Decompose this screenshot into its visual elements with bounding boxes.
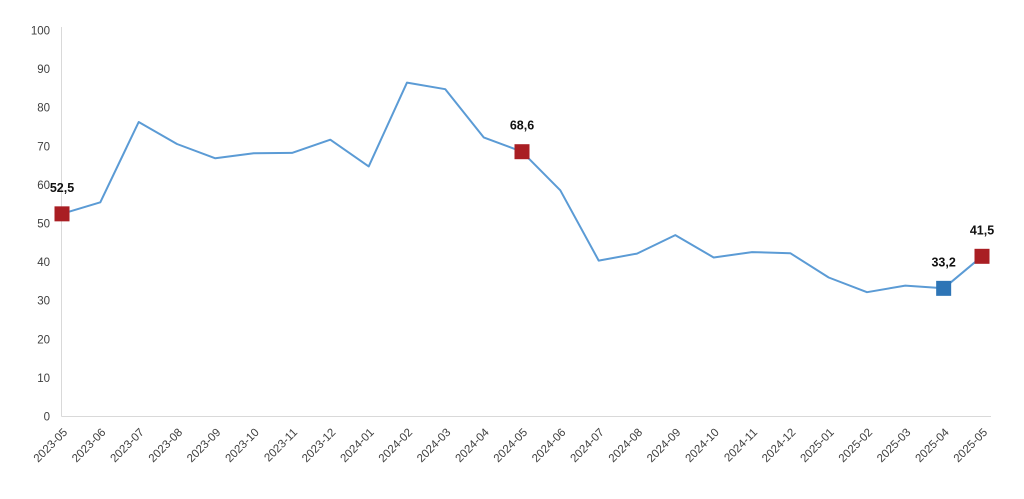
x-tick-label: 2024-09 [645, 427, 683, 465]
x-tick-label: 2024-10 [683, 427, 721, 465]
y-tick-label: 0 [44, 412, 50, 424]
x-tick-label: 2023-11 [262, 427, 300, 465]
highlight-marker [936, 280, 952, 296]
y-tick-label: 40 [37, 257, 50, 269]
x-tick-label: 2023-12 [300, 427, 338, 465]
y-tick-label: 30 [37, 296, 50, 308]
x-tick-label: 2023-05 [32, 427, 70, 465]
series-line [61, 81, 983, 294]
x-tick-label: 2023-09 [185, 427, 223, 465]
y-tick-label: 60 [37, 180, 50, 192]
x-tick-label: 2024-06 [530, 427, 568, 465]
x-tick-label: 2023-06 [70, 427, 108, 465]
y-tick-label: 90 [37, 64, 50, 76]
data-label: 33,2 [931, 255, 955, 269]
data-label: 52,5 [50, 181, 74, 195]
y-tick-label: 80 [37, 103, 50, 115]
x-tick-label: 2024-01 [338, 427, 376, 465]
x-tick-label: 2024-08 [607, 427, 645, 465]
x-tick-label: 2025-04 [913, 426, 952, 465]
x-tick-label: 2024-02 [377, 427, 415, 465]
x-tick-label: 2024-04 [453, 426, 492, 465]
x-tick-label: 2024-11 [722, 427, 760, 465]
y-tick-label: 50 [37, 219, 50, 231]
data-label: 68,6 [510, 119, 534, 133]
x-tick-label: 2024-05 [492, 427, 530, 465]
x-tick-label: 2023-07 [108, 427, 146, 465]
y-tick-label: 70 [37, 141, 50, 153]
highlight-marker [54, 206, 70, 222]
y-tick-label: 20 [37, 334, 50, 346]
x-tick-label: 2025-05 [952, 427, 990, 465]
highlight-marker [514, 144, 530, 160]
y-tick-label: 100 [31, 26, 50, 38]
x-tick-label: 2024-07 [568, 427, 606, 465]
x-tick-label: 2023-10 [223, 427, 261, 465]
x-tick-label: 2025-03 [875, 427, 913, 465]
x-tick-label: 2024-03 [415, 427, 453, 465]
data-label: 41,5 [970, 223, 994, 237]
x-tick-label: 2025-01 [798, 427, 836, 465]
x-tick-label: 2023-08 [147, 427, 185, 465]
y-tick-label: 10 [37, 373, 50, 385]
x-tick-label: 2025-02 [837, 427, 875, 465]
x-tick-label: 2024-12 [760, 427, 798, 465]
highlight-marker [974, 248, 990, 264]
